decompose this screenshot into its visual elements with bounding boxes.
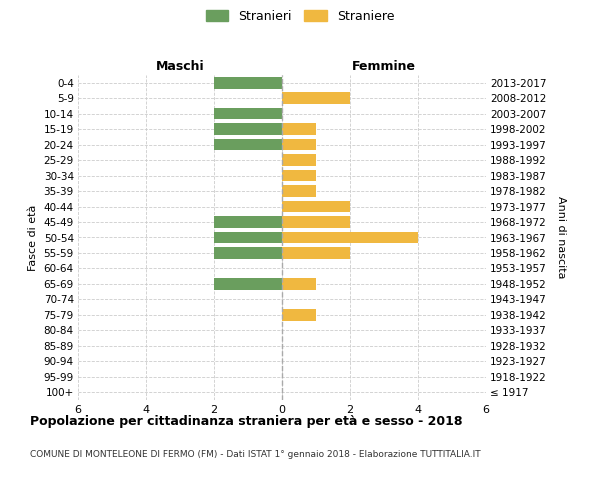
Bar	[282, 247, 350, 259]
Bar	[214, 247, 282, 259]
Y-axis label: Anni di nascita: Anni di nascita	[556, 196, 566, 279]
Bar	[282, 216, 350, 228]
Bar	[282, 232, 418, 243]
Text: Maschi: Maschi	[155, 60, 205, 72]
Bar	[214, 77, 282, 88]
Text: Popolazione per cittadinanza straniera per età e sesso - 2018: Popolazione per cittadinanza straniera p…	[30, 415, 463, 428]
Bar	[214, 124, 282, 135]
Bar	[282, 278, 316, 289]
Bar	[282, 186, 316, 197]
Text: Femmine: Femmine	[352, 60, 416, 72]
Bar	[214, 232, 282, 243]
Text: COMUNE DI MONTELEONE DI FERMO (FM) - Dati ISTAT 1° gennaio 2018 - Elaborazione T: COMUNE DI MONTELEONE DI FERMO (FM) - Dat…	[30, 450, 481, 459]
Bar	[214, 139, 282, 150]
Bar	[282, 200, 350, 212]
Bar	[282, 154, 316, 166]
Bar	[282, 92, 350, 104]
Bar	[282, 309, 316, 320]
Bar	[282, 124, 316, 135]
Bar	[282, 170, 316, 181]
Legend: Stranieri, Straniere: Stranieri, Straniere	[201, 5, 399, 28]
Bar	[282, 139, 316, 150]
Bar	[214, 108, 282, 120]
Bar	[214, 278, 282, 289]
Bar	[214, 216, 282, 228]
Y-axis label: Fasce di età: Fasce di età	[28, 204, 38, 270]
